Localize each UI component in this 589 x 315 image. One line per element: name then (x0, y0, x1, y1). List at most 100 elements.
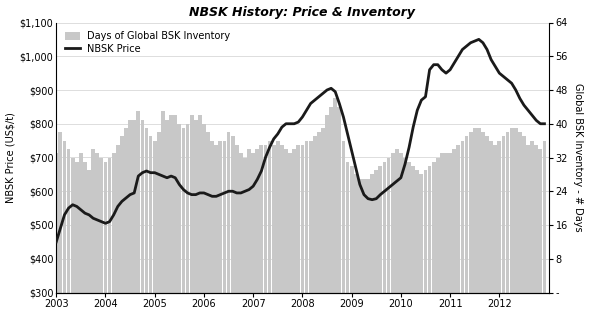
Bar (67, 149, 71, 293)
Bar (116, 145, 120, 293)
Y-axis label: NBSK Price (US$/t): NBSK Price (US$/t) (5, 112, 15, 203)
Bar (292, 149, 296, 293)
Bar (309, 140, 313, 293)
Bar (399, 153, 403, 293)
Bar (514, 128, 518, 293)
Bar (342, 140, 345, 293)
Bar (256, 149, 259, 293)
Bar (95, 153, 99, 293)
Bar (181, 128, 186, 293)
Bar (489, 140, 493, 293)
Bar (375, 170, 378, 293)
Bar (87, 170, 91, 293)
Legend: Days of Global BSK Inventory, NBSK Price: Days of Global BSK Inventory, NBSK Price (61, 27, 234, 58)
Bar (83, 162, 87, 293)
Bar (391, 153, 395, 293)
Bar (268, 140, 272, 293)
Bar (383, 162, 386, 293)
Bar (54, 153, 58, 293)
Bar (452, 149, 456, 293)
Bar (444, 153, 448, 293)
Bar (542, 140, 547, 293)
Bar (337, 107, 341, 293)
Bar (280, 145, 284, 293)
Bar (428, 166, 432, 293)
Bar (370, 175, 374, 293)
Bar (407, 162, 411, 293)
Bar (214, 145, 218, 293)
Bar (75, 162, 79, 293)
Bar (423, 170, 428, 293)
Bar (169, 115, 173, 293)
Bar (284, 149, 288, 293)
Bar (288, 153, 292, 293)
Bar (395, 149, 399, 293)
Bar (300, 145, 305, 293)
Bar (465, 136, 468, 293)
Bar (350, 166, 353, 293)
Bar (137, 111, 140, 293)
Bar (538, 149, 542, 293)
Bar (141, 119, 144, 293)
Bar (518, 132, 522, 293)
Bar (403, 158, 407, 293)
Bar (530, 140, 534, 293)
Bar (145, 128, 148, 293)
Title: NBSK History: Price & Inventory: NBSK History: Price & Inventory (190, 6, 415, 19)
Bar (71, 158, 75, 293)
Bar (505, 132, 509, 293)
Bar (317, 132, 320, 293)
Bar (432, 162, 436, 293)
Bar (133, 119, 136, 293)
Bar (219, 140, 222, 293)
Bar (386, 158, 391, 293)
Bar (485, 136, 489, 293)
Bar (227, 132, 230, 293)
Bar (325, 115, 329, 293)
Bar (477, 128, 481, 293)
Bar (473, 128, 477, 293)
Bar (264, 145, 267, 293)
Bar (260, 145, 263, 293)
Bar (190, 115, 194, 293)
Bar (362, 179, 366, 293)
Bar (194, 119, 198, 293)
Bar (239, 153, 243, 293)
Bar (104, 162, 107, 293)
Bar (313, 136, 317, 293)
Bar (252, 153, 255, 293)
Bar (58, 132, 62, 293)
Bar (502, 136, 505, 293)
Bar (149, 136, 153, 293)
Bar (333, 98, 337, 293)
Bar (329, 107, 333, 293)
Bar (481, 132, 485, 293)
Bar (206, 132, 210, 293)
Bar (534, 145, 538, 293)
Bar (173, 115, 177, 293)
Bar (354, 175, 358, 293)
Bar (469, 132, 472, 293)
Bar (436, 158, 439, 293)
Bar (198, 115, 201, 293)
Bar (272, 145, 276, 293)
Bar (346, 162, 349, 293)
Bar (120, 136, 124, 293)
Bar (296, 145, 300, 293)
Bar (448, 153, 452, 293)
Bar (161, 111, 165, 293)
Bar (108, 158, 111, 293)
Bar (124, 128, 128, 293)
Bar (456, 145, 460, 293)
Bar (243, 158, 247, 293)
Bar (321, 128, 325, 293)
Bar (202, 124, 206, 293)
Bar (276, 140, 280, 293)
Bar (91, 149, 95, 293)
Bar (358, 179, 362, 293)
Bar (379, 166, 382, 293)
Bar (128, 119, 132, 293)
Bar (231, 136, 234, 293)
Bar (411, 166, 415, 293)
Bar (526, 145, 530, 293)
